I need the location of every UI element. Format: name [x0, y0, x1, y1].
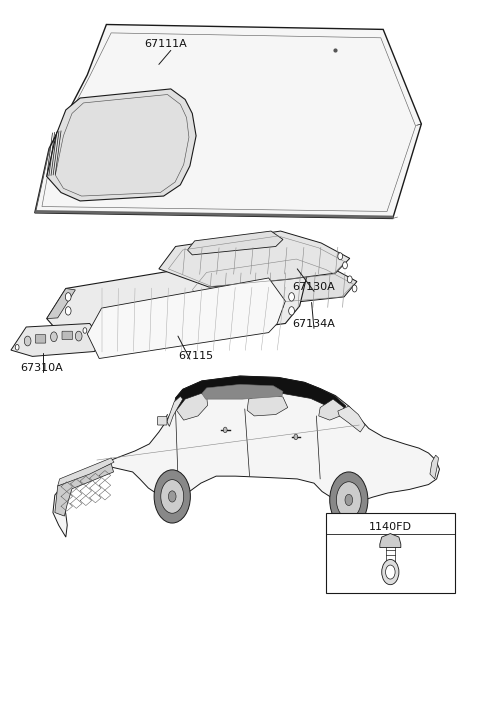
Polygon shape	[183, 255, 357, 309]
Text: 67310A: 67310A	[21, 363, 63, 373]
FancyBboxPatch shape	[62, 331, 72, 340]
Text: 1140FD: 1140FD	[369, 522, 412, 531]
Polygon shape	[47, 288, 75, 318]
Polygon shape	[188, 231, 283, 255]
Polygon shape	[87, 278, 285, 359]
Polygon shape	[55, 463, 114, 516]
Polygon shape	[47, 254, 307, 352]
Circle shape	[75, 331, 82, 341]
Circle shape	[288, 307, 294, 315]
Polygon shape	[159, 231, 350, 287]
Circle shape	[345, 494, 353, 505]
Text: 67111A: 67111A	[144, 39, 187, 49]
Text: 67134A: 67134A	[292, 319, 336, 329]
Circle shape	[336, 482, 361, 518]
Bar	[326, 512, 455, 593]
Polygon shape	[35, 210, 394, 219]
Text: 67115: 67115	[178, 351, 213, 361]
Circle shape	[348, 276, 352, 283]
Circle shape	[288, 292, 294, 301]
Circle shape	[343, 262, 348, 269]
Circle shape	[168, 491, 176, 502]
Polygon shape	[176, 376, 346, 413]
FancyBboxPatch shape	[157, 417, 167, 425]
Polygon shape	[35, 25, 421, 219]
Polygon shape	[53, 376, 440, 537]
Circle shape	[24, 336, 31, 346]
Circle shape	[382, 560, 399, 585]
Circle shape	[223, 427, 227, 433]
Polygon shape	[35, 146, 50, 213]
Circle shape	[154, 470, 191, 523]
Circle shape	[50, 332, 57, 342]
Circle shape	[330, 472, 368, 528]
Polygon shape	[47, 89, 196, 201]
Polygon shape	[177, 394, 207, 420]
Polygon shape	[380, 534, 401, 548]
Polygon shape	[11, 323, 102, 356]
Polygon shape	[319, 399, 344, 420]
FancyBboxPatch shape	[35, 335, 46, 343]
Circle shape	[65, 292, 71, 301]
Polygon shape	[202, 385, 283, 399]
Polygon shape	[247, 394, 288, 416]
Circle shape	[385, 565, 395, 579]
Circle shape	[65, 307, 71, 315]
Polygon shape	[167, 396, 183, 427]
Polygon shape	[430, 455, 439, 479]
Circle shape	[161, 479, 184, 513]
Polygon shape	[58, 458, 114, 486]
Polygon shape	[338, 406, 365, 432]
Circle shape	[294, 434, 298, 440]
Circle shape	[15, 344, 19, 350]
Text: 67130A: 67130A	[292, 282, 335, 292]
Circle shape	[338, 253, 343, 260]
Circle shape	[83, 328, 87, 333]
Circle shape	[352, 285, 357, 292]
